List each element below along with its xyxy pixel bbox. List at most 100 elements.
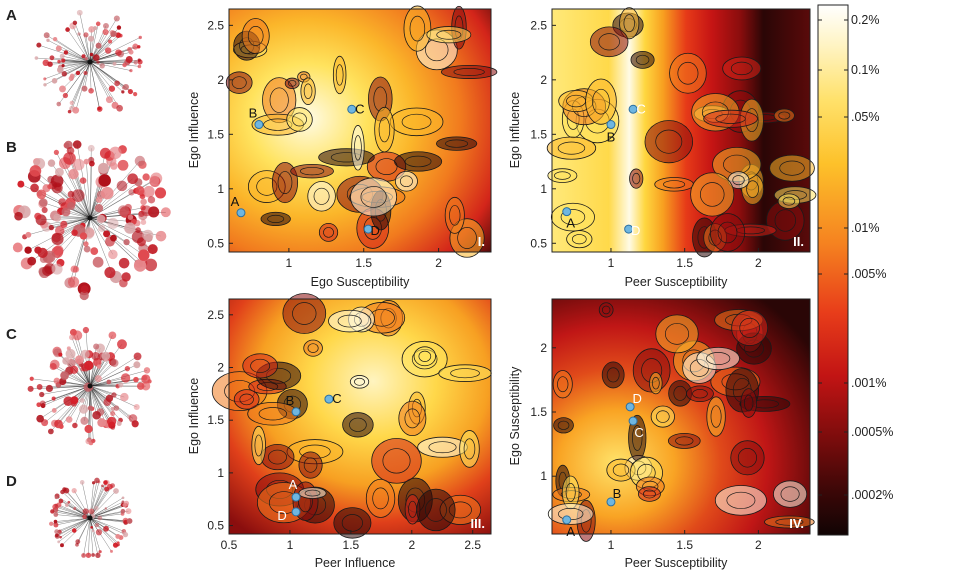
contour-line [335,64,344,86]
network-node [116,104,123,112]
colorbar-tick-label: .0005% [851,425,893,439]
network-node [55,167,64,177]
plot-i-contours [225,5,498,258]
contour-line [744,394,754,412]
network-edge [89,61,113,89]
network-edge [89,61,92,91]
network-edge [41,217,91,221]
network-edge [50,61,91,65]
network-node [94,204,104,213]
network-node [103,398,112,407]
x-tick-label: 0.5 [221,538,238,552]
network-node [37,247,48,258]
network-node [59,53,65,59]
marker-point-c [347,104,357,114]
network-node [85,438,92,445]
network-edge [65,52,91,63]
network-edge [54,61,91,82]
contour-line [746,180,759,198]
plot-ii-points: A B C D [562,101,646,238]
network-panel-d: D [6,473,133,559]
network-edge [89,61,100,110]
network-node [12,242,23,253]
colorbar-tick-label: .005% [851,267,886,281]
network-node [113,15,120,22]
panel-letter-d: D [6,473,17,490]
network-node [51,407,57,413]
network-node [90,247,99,255]
network-node [79,290,89,301]
network-node [66,146,75,155]
network-node [90,525,94,529]
marker-point-d [291,507,301,517]
network-node [57,540,61,544]
network-node [103,230,111,238]
contour-line [601,305,611,315]
y-tick-label: 0.5 [207,519,224,533]
network-node [63,152,76,165]
marker-label-d: D [631,223,640,238]
contour-line [557,420,570,430]
network-edge [69,158,91,219]
network-node [69,328,77,336]
contour-blob [566,230,593,249]
network-node [79,398,85,403]
x-tick-label: 2 [435,256,442,270]
network-node [72,106,80,114]
network-edge [44,61,91,80]
network-node [131,420,139,428]
network-node [70,265,78,273]
network-edge [67,29,91,63]
contour-line [303,83,313,99]
network-edge [88,517,91,556]
contour-line [675,436,694,446]
network-node [127,214,134,220]
contour-blob [444,196,465,234]
network-edge [72,61,91,77]
network-node [61,71,67,77]
network-node [87,35,95,42]
network-node [71,229,78,236]
network-node [112,61,117,66]
network-node [120,392,129,402]
plot-iii-xticks: 0.5 1 1.5 2 2.5 [221,530,481,552]
contour-blob [298,451,323,479]
contour-blob [307,181,336,212]
network-node [133,60,138,65]
network-node [83,514,87,518]
contour-line [250,358,271,373]
network-node [123,238,130,246]
network-edge [89,501,124,519]
network-node [117,159,129,171]
contour-line [404,408,421,429]
network-node [80,416,89,425]
network-node [100,186,114,200]
network-node [72,422,78,429]
network-node [103,480,108,485]
network-node [65,27,70,32]
network-node [103,22,109,29]
plot-ii-ylabel: Ego Influence [508,92,522,168]
contour-line [782,196,796,206]
network-node [67,500,71,504]
contour-blob [709,213,746,252]
contour-line [375,158,398,175]
colorbar-tick-label: .05% [851,110,880,124]
plot-i-ylabel: Ego Influence [187,92,201,168]
contour-blob [282,293,327,334]
network-node [116,180,128,192]
network-edge [89,217,114,277]
network-node [43,77,47,81]
network-node [53,508,59,513]
network-node [29,165,42,177]
network-node [113,405,120,411]
contour-blob [654,177,694,192]
contour-line [651,376,660,390]
network-node [80,349,90,359]
network-node [46,38,50,42]
contour-line [269,87,289,113]
network-node [83,32,89,38]
contour-blob [242,353,278,379]
marker-label-d: D [632,391,641,406]
network-node [96,60,100,64]
